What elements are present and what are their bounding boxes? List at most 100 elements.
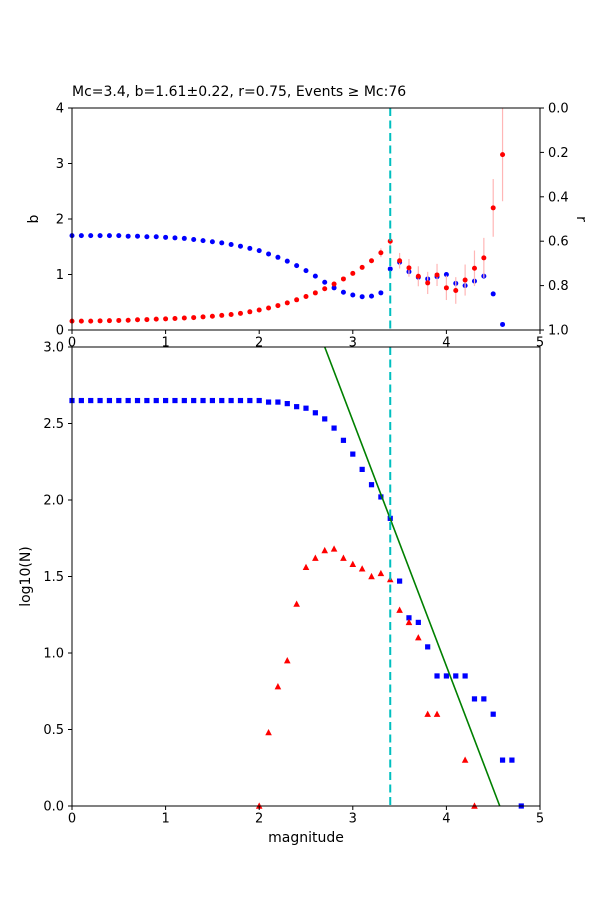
r-value-vs-cutoff-series [69,108,506,324]
x-axis-label: magnitude [268,830,344,846]
data-point [144,397,150,404]
data-point [424,710,431,717]
data-point [378,250,384,256]
x-tick-label: 0 [68,812,76,827]
data-point [116,397,122,404]
data-point [443,673,449,679]
data-point [106,318,112,324]
gutenberg-richter-fit-series [323,346,501,807]
x-tick-label: 5 [536,336,544,351]
x-tick-label: 5 [536,812,544,827]
data-point [397,258,403,264]
data-point [256,307,262,313]
data-point [275,399,281,405]
data-point [219,240,225,246]
data-point [125,233,131,239]
data-point [369,293,375,299]
cumulative-counts-series [69,397,524,809]
data-point [415,273,421,279]
data-point [350,451,356,457]
data-point [172,235,178,241]
b-value-vs-cutoff-series [69,233,506,327]
data-point [144,234,150,240]
x-tick-label: 3 [349,812,357,827]
data-point [283,657,291,664]
gutenberg-richter-fit-line [323,346,501,807]
data-point [181,397,187,404]
data-point [97,397,103,404]
data-point [481,255,487,261]
data-point [135,317,141,323]
data-point [303,405,309,411]
data-point [200,314,206,320]
data-point [331,285,337,291]
data-point [191,397,197,404]
data-point [219,312,225,318]
data-point [78,397,84,404]
data-point [425,644,431,650]
data-point [453,287,459,293]
data-point [396,606,403,613]
r-tick-label: 0.2 [548,146,569,161]
data-point [265,728,272,736]
data-point [490,711,496,717]
data-point [350,270,356,276]
data-point [462,673,468,679]
data-point [350,292,356,298]
data-point [434,673,440,679]
data-point [321,546,329,554]
plot-title: Mc=3.4, b=1.61±0.22, r=0.75, Events ≥ Mc… [72,84,406,100]
data-point [368,572,375,580]
y-tick-label: 2 [56,213,64,228]
data-point [219,397,225,404]
data-point [247,309,253,315]
data-point [359,466,365,472]
data-point [266,305,272,311]
y-tick-label: 1.0 [43,647,64,662]
data-point [237,397,244,404]
data-point [499,757,506,763]
data-point [331,425,337,431]
data-point [163,397,169,404]
data-point [406,265,412,271]
x-tick-label: 2 [255,812,263,827]
data-point [163,234,169,240]
y-tick-label: 2.5 [43,417,64,432]
data-point [265,399,272,405]
data-point [490,291,496,297]
data-point [340,289,346,295]
data-point [509,757,515,763]
data-point [312,273,318,279]
data-point [471,265,477,271]
r-tick-label: 1.0 [548,324,569,339]
data-point [331,281,337,287]
y-tick-label: 2.0 [43,494,64,509]
y-tick-label: 3.0 [43,341,64,356]
data-point [106,233,112,239]
bottom-plot: 0 1 2 3 4 5 0.0 0.5 1.0 1.5 2.0 2.5 3.0 magnitude log1… [18,341,544,847]
data-point [247,245,253,251]
data-point [500,152,506,158]
y-tick-label: 0.0 [43,800,64,815]
data-point [181,315,187,321]
data-point [153,397,159,404]
y-axis-label: b [26,214,42,223]
data-point [284,300,290,306]
data-point [237,243,243,249]
data-point [209,397,215,404]
x-tick-label: 4 [442,336,450,351]
data-point [312,410,318,416]
data-point [116,317,122,323]
x-tick-label: 1 [161,336,169,351]
data-point [415,619,421,625]
data-point [153,234,159,240]
data-point [406,615,412,621]
x-tick-label: 4 [442,812,450,827]
data-point [303,293,309,299]
data-point [284,401,290,407]
data-point [256,248,262,254]
x-tick-label: 0 [68,336,76,351]
data-point [378,494,384,500]
data-point [293,600,300,607]
data-point [369,258,375,264]
